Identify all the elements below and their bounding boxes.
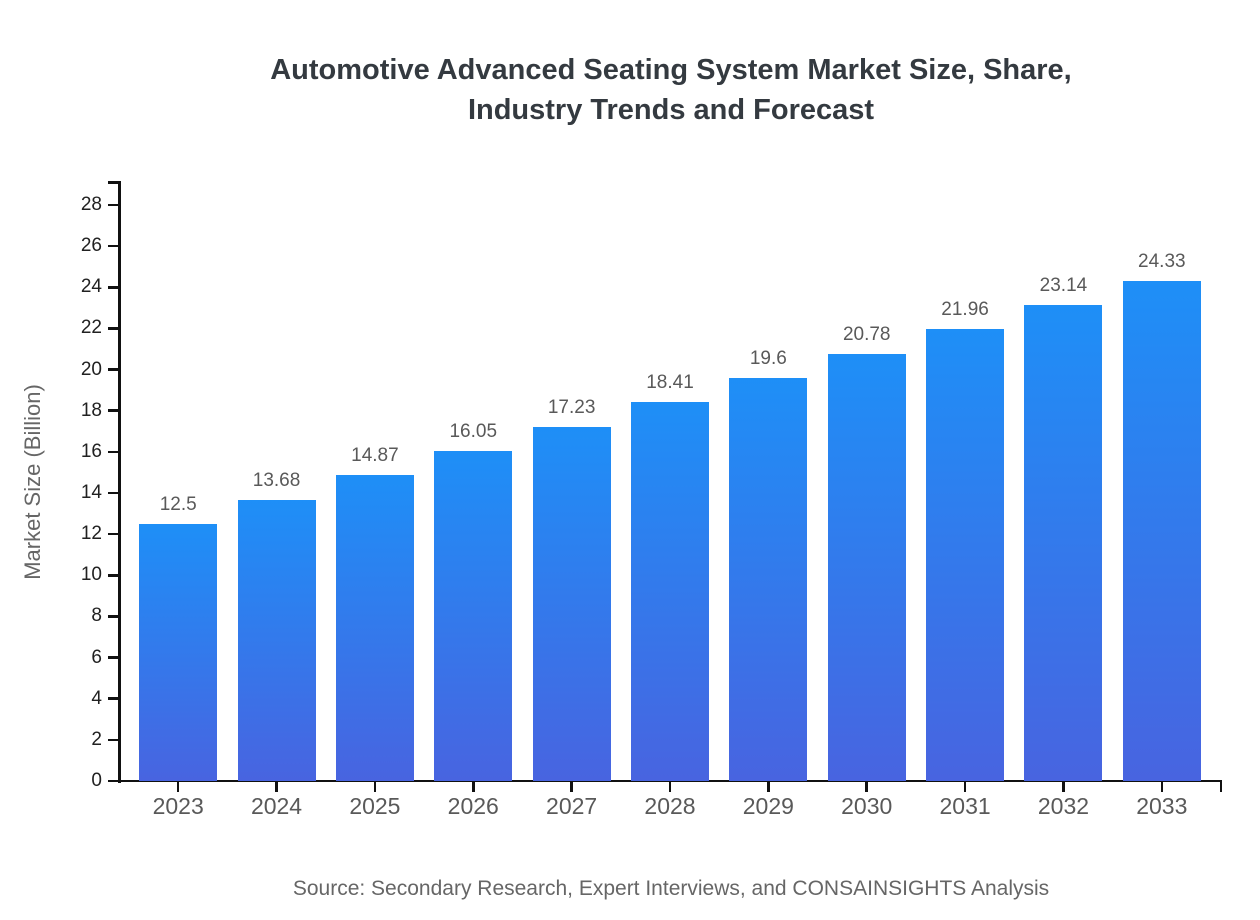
y-tick: [108, 574, 118, 577]
chart-title-line-1: Automotive Advanced Seating System Marke…: [270, 54, 1072, 86]
y-tick: [108, 368, 118, 371]
x-tick: [767, 782, 770, 792]
x-axis-line: [118, 779, 1222, 783]
bar-value-label: 19.6: [749, 347, 787, 369]
bar-2029: [729, 377, 808, 781]
bar-value-label: 20.78: [842, 323, 891, 345]
bar-value-label: 13.68: [252, 469, 301, 491]
y-tick-label: 2: [91, 728, 102, 750]
x-tick-label: 2033: [1136, 793, 1188, 819]
x-tick-label: 2029: [742, 793, 794, 819]
bar-value-label: 21.96: [941, 299, 989, 321]
x-tick-label: 2030: [841, 793, 893, 819]
y-tick-label: 16: [80, 440, 102, 462]
y-tick: [108, 697, 118, 700]
chart-title-line-2: Industry Trends and Forecast: [467, 94, 875, 126]
bar-2027: [532, 426, 611, 781]
bar-value-label: 17.23: [547, 396, 596, 418]
y-tick-label: 0: [91, 770, 102, 791]
y-tick: [108, 532, 118, 536]
bar-2026: [434, 450, 513, 781]
x-axis-end-cap: [1219, 782, 1222, 792]
bar-value-label: 18.41: [646, 372, 694, 394]
x-tick: [275, 782, 278, 792]
y-tick: [108, 203, 118, 207]
y-tick: [108, 779, 118, 783]
y-tick-label: 8: [91, 605, 102, 627]
x-tick-label: 2026: [447, 793, 499, 819]
bar-2023: [139, 523, 218, 781]
x-tick-label: 2031: [939, 793, 991, 819]
y-axis-line: [118, 181, 121, 783]
chart-title: Automotive Advanced Seating System Marke…: [120, 50, 1222, 130]
y-tick: [108, 450, 118, 454]
y-tick: [108, 409, 118, 412]
bar-value-label: 16.05: [449, 420, 498, 442]
bar-2033: [1122, 280, 1201, 781]
y-axis-label: Market Size (Billion): [20, 384, 45, 580]
x-tick-label: 2028: [644, 793, 696, 819]
y-tick-label: 10: [80, 564, 102, 586]
bar-value-label: 12.5: [159, 493, 197, 515]
x-tick: [373, 782, 377, 792]
y-tick: [108, 615, 118, 618]
y-axis-top-cap: [108, 181, 118, 184]
x-tick: [668, 782, 672, 792]
bar-2025: [335, 475, 414, 781]
bar-2024: [237, 499, 316, 781]
y-tick: [108, 656, 118, 659]
source-text: Source: Secondary Research, Expert Inter…: [292, 877, 1050, 900]
y-tick-label: 22: [80, 317, 102, 339]
y-tick-label: 6: [91, 646, 102, 668]
x-tick: [1062, 782, 1065, 792]
bar-2031: [926, 329, 1005, 781]
bar-value-label: 23.14: [1039, 274, 1088, 296]
y-tick: [108, 738, 118, 742]
bar-2030: [827, 353, 906, 781]
x-tick: [570, 782, 573, 792]
bar-2032: [1024, 304, 1103, 781]
x-tick-label: 2023: [152, 793, 204, 819]
y-tick-label: 26: [80, 235, 102, 257]
plot-area: 0 2 4 6 8 10 12 14 16 18 20 22 24 26 28 12.5 2023 13.68 20…: [81, 181, 1222, 819]
x-tick-label: 2027: [546, 793, 598, 819]
bar-value-label: 24.33: [1138, 250, 1186, 272]
y-tick: [108, 244, 118, 248]
x-tick-label: 2025: [349, 793, 401, 819]
x-tick: [1160, 782, 1164, 792]
bar-value-label: 14.87: [351, 445, 399, 467]
x-tick: [472, 782, 475, 792]
y-tick-label: 20: [80, 358, 102, 380]
y-tick-label: 28: [80, 194, 102, 215]
y-tick: [108, 327, 118, 330]
x-tick-label: 2032: [1037, 793, 1090, 819]
y-tick-label: 18: [80, 399, 102, 421]
y-tick: [108, 286, 118, 289]
y-tick: [108, 491, 118, 495]
x-tick-label: 2024: [250, 793, 303, 819]
x-tick: [176, 782, 180, 792]
y-tick-label: 4: [91, 687, 102, 709]
bar-2028: [631, 402, 709, 781]
x-tick: [963, 782, 967, 792]
x-tick: [865, 782, 868, 792]
y-tick-label: 24: [80, 276, 102, 298]
y-tick-label: 14: [80, 482, 102, 503]
y-tick-label: 12: [80, 523, 102, 545]
